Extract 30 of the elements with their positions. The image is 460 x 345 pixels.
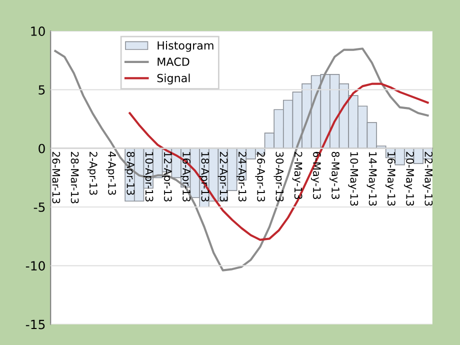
legend-label: Signal — [157, 74, 190, 84]
x-tick-label: 14-May-13 — [366, 152, 377, 206]
y-tick-label: -5 — [34, 202, 45, 212]
x-tick-label: 10-Apr-13 — [143, 152, 154, 202]
x-tick-label: 10-May-13 — [348, 152, 358, 206]
x-tick-label: 26-Mar-13 — [52, 152, 60, 204]
x-tick-label: 20-May-13 — [404, 152, 414, 206]
x-tick-label: 26-Apr-13 — [255, 152, 265, 202]
x-tick-label: 24-Apr-13 — [236, 152, 246, 202]
legend-label: Histogram — [158, 41, 214, 52]
y-tick-label: -10 — [26, 261, 45, 271]
x-tick-label: 16-Apr-13 — [180, 152, 190, 202]
y-tick-label: 5 — [38, 85, 45, 95]
x-tick-label: 4-Apr-13 — [106, 152, 116, 195]
x-tick-label: 8-Apr-13 — [124, 152, 135, 195]
x-tick-label: 12-Apr-13 — [162, 152, 172, 202]
x-tick-label: 8-May-13 — [330, 152, 340, 200]
x-tick-label: 2-Apr-13 — [87, 152, 98, 195]
x-tick-label: 30-Apr-13 — [274, 152, 284, 202]
x-tick-label: 18-Apr-13 — [199, 152, 210, 202]
x-tick-label: 16-May-13 — [385, 152, 396, 206]
legend-label: MACD — [158, 58, 190, 66]
x-tick-label: 6-May-13 — [310, 152, 321, 200]
x-tick-label: 28-Mar-13 — [70, 152, 79, 204]
y-tick-label: 0 — [38, 144, 45, 154]
x-tick-label: 2-May-13 — [292, 152, 302, 200]
y-tick-label: -15 — [26, 320, 45, 330]
x-tick-label: 22-Apr-13 — [218, 152, 228, 202]
x-tick-label: 22-May-13 — [422, 152, 433, 206]
y-tick-label: 10 — [31, 26, 45, 36]
